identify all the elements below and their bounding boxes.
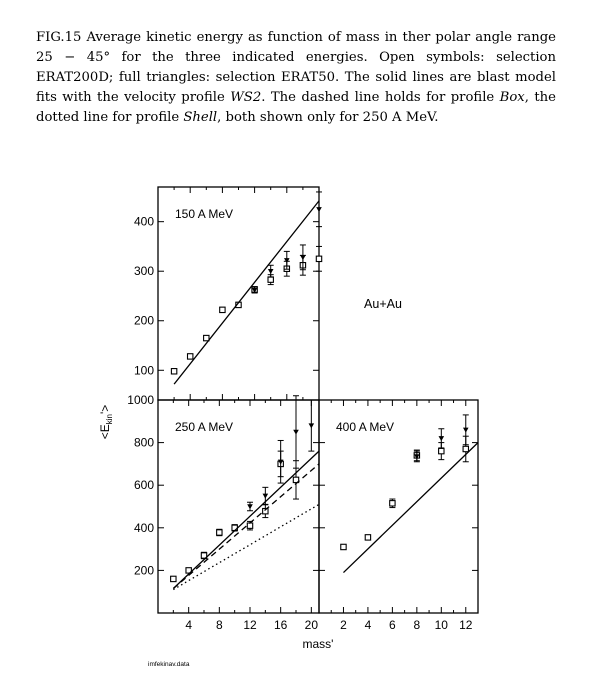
panel-1: 100 200 300 400 150 A MeV [134, 186, 323, 401]
y-tick-label: 400 [134, 215, 154, 229]
dotted-fit-line [173, 503, 320, 591]
figure-caption: FIG.15 Average kinetic energy as functio… [36, 30, 556, 125]
open-square-marker [200, 552, 208, 559]
x-tick-label: 8 [216, 618, 223, 632]
x-tick-label: 4 [365, 618, 372, 632]
open-square-marker [246, 522, 254, 529]
x-tick-label: 10 [435, 618, 449, 632]
solid-fit-line [343, 442, 479, 573]
x-tick-label: 2 [340, 618, 347, 632]
x-tick-label: 12 [459, 618, 473, 632]
full-triangle-marker [284, 258, 290, 264]
panel-3: 2 4 6 8 10 12 400 A MeV [318, 399, 479, 632]
y-tick-label: 200 [134, 314, 154, 328]
y-tick-label: 600 [134, 478, 154, 492]
y-tick-label: 800 [134, 436, 154, 450]
x-axis-label: mass' [303, 637, 334, 651]
x-tick-label: 4 [185, 618, 192, 632]
full-triangle-marker [300, 255, 306, 261]
open-square-marker [216, 529, 223, 536]
full-triangle-marker [262, 493, 269, 499]
x-tick-label: 20 [305, 618, 319, 632]
open-square-marker [462, 445, 470, 453]
x-tick-label: 6 [389, 618, 396, 632]
y-tick-label: 1000 [127, 393, 154, 407]
y-tick-label: 300 [134, 264, 154, 278]
dashed-fit-line [172, 463, 320, 589]
open-square-marker [438, 447, 445, 455]
panel-title: 150 A MeV [175, 207, 233, 221]
full-triangle-marker [414, 454, 420, 460]
y-tick-label: 100 [134, 363, 154, 377]
y-tick-label: 400 [134, 521, 154, 535]
y-tick-label: 200 [134, 563, 154, 577]
system-label: Au+Au [364, 297, 402, 311]
full-triangle-marker [247, 504, 253, 510]
full-triangle-marker [277, 459, 284, 465]
open-square-marker [185, 567, 192, 574]
full-triangle-marker [438, 436, 445, 442]
full-triangle-marker [308, 423, 315, 429]
x-tick-label: 8 [414, 618, 421, 632]
full-triangle-marker [462, 427, 469, 433]
open-square-marker [292, 476, 300, 484]
footer-label: imfekinav.data [148, 661, 190, 668]
open-square-marker [340, 543, 347, 551]
panel-title: 250 A MeV [175, 420, 233, 434]
open-square-marker [315, 255, 323, 263]
full-triangle-marker [293, 429, 299, 435]
full-triangle-marker [251, 287, 258, 293]
solid-fit-line [173, 200, 320, 385]
open-square-marker [186, 353, 194, 360]
open-square-marker [170, 575, 177, 583]
open-square-marker [203, 334, 210, 342]
full-triangle-marker [267, 269, 274, 275]
full-triangle-marker [316, 207, 322, 213]
x-tick-label: 16 [274, 618, 288, 632]
panel-title: 400 A MeV [336, 420, 394, 434]
open-square-marker [267, 276, 274, 283]
panel-frame [318, 399, 479, 614]
panel-2: 4 8 12 16 20 200 400 600 800 1000 250 A MeV [127, 393, 320, 632]
x-tick-label: 12 [243, 618, 257, 632]
y-axis-label: <Ekin'> [98, 405, 114, 440]
open-square-marker [262, 507, 269, 515]
open-square-marker [364, 534, 372, 541]
open-square-marker [389, 500, 396, 507]
open-square-marker [170, 368, 178, 375]
open-square-marker [219, 306, 226, 314]
solid-fit-line [172, 450, 320, 589]
